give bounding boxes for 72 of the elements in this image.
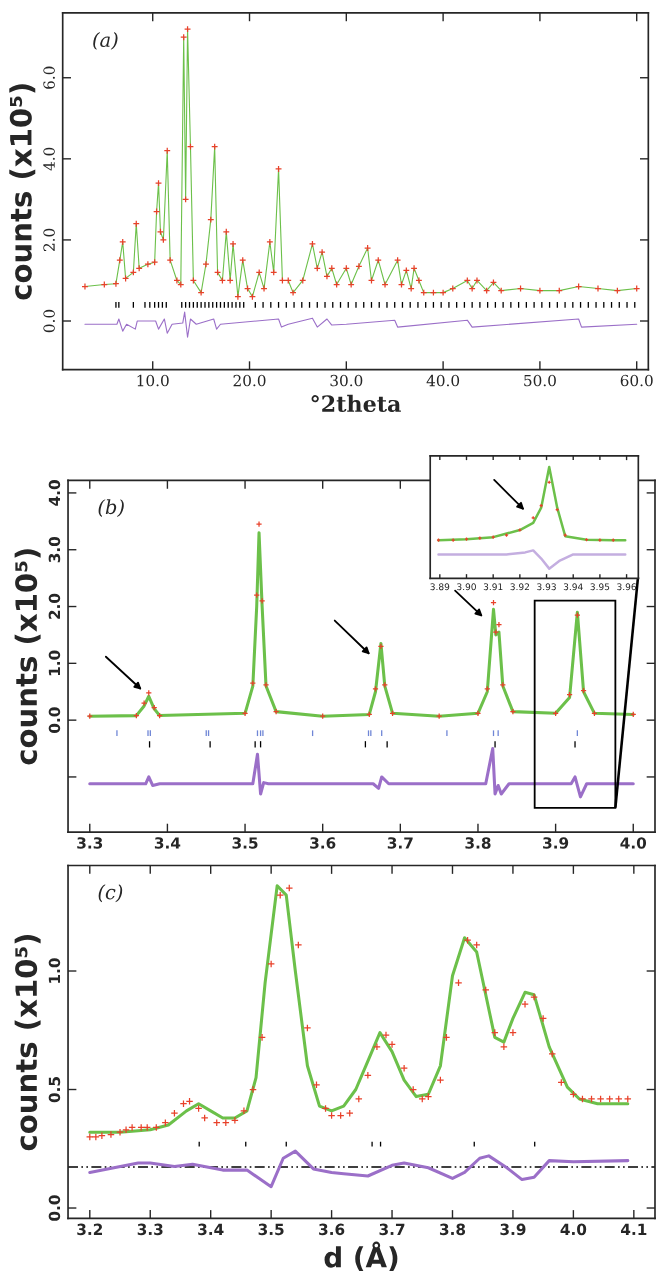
y-tick-label: 1.0 (48, 650, 61, 676)
x-tick-label: 3.6 (319, 1223, 345, 1236)
x-tick-label: 3.3 (137, 1223, 163, 1236)
line-series (84, 311, 638, 338)
x-tick-label: 3.6 (310, 837, 336, 849)
annotation: (c) (98, 884, 123, 903)
x-tick-label: 3.3 (77, 837, 103, 849)
x-tick-label: 4.1 (620, 1223, 647, 1235)
x-tick-label: 3.5 (232, 837, 258, 849)
y-tick-label: 4.0 (48, 480, 61, 506)
annotation: (b) (98, 499, 124, 517)
x-tick-label: 3.90 (457, 583, 476, 591)
annotation: (a) (93, 32, 118, 50)
y-tick-label: 2.0 (48, 593, 61, 619)
point (495, 621, 503, 628)
x-axis-title: °2theta (311, 394, 401, 413)
y-axis-title: counts (x10⁵) (9, 84, 36, 300)
point (517, 527, 523, 533)
x-tick-label: 3.96 (617, 583, 637, 591)
point (372, 685, 379, 693)
point (255, 520, 263, 528)
point (241, 710, 249, 717)
x-tick-label: 30.0 (330, 374, 363, 387)
y-axis-title: counts (x10⁵) (14, 549, 41, 765)
x-tick-label: 3.5 (258, 1223, 284, 1236)
x-tick-label: 3.4 (154, 837, 181, 849)
x-tick-label: 3.8 (439, 1223, 466, 1236)
line-series (88, 747, 635, 799)
x-tick-label: 3.2 (77, 1223, 102, 1236)
y-tick-label: 2.0 (43, 228, 55, 252)
x-tick-label: 3.92 (510, 583, 530, 591)
point (484, 685, 491, 693)
y-tick-label: 0.0 (43, 309, 55, 333)
x-tick-label: 40.0 (426, 374, 460, 387)
x-tick-label: 3.91 (483, 583, 503, 591)
y-tick-label: 4.0 (43, 147, 55, 171)
y-tick-label: 6.0 (43, 66, 55, 89)
point (499, 681, 507, 689)
point (145, 689, 153, 697)
x-axis-title: d (Å) (324, 1241, 398, 1271)
x-tick-label: 3.4 (198, 1223, 224, 1236)
x-tick-label: 3.9 (500, 1223, 526, 1236)
point (272, 708, 280, 715)
point (509, 708, 517, 715)
x-tick-label: 3.94 (563, 583, 583, 591)
x-tick-label: 20.0 (233, 374, 266, 387)
x-tick-label: 60.0 (620, 374, 653, 387)
x-tick-label: 3.7 (379, 1223, 405, 1236)
x-tick-label: 50.0 (524, 374, 556, 387)
x-tick-label: 3.95 (590, 583, 610, 591)
y-tick-label: 0.5 (48, 1077, 61, 1103)
x-tick-label: 4.0 (560, 1223, 587, 1236)
x-tick-label: 3.9 (543, 837, 569, 849)
point (492, 628, 500, 636)
y-tick-label: 1.0 (48, 958, 61, 983)
point (474, 710, 482, 717)
y-tick-label: 0.0 (48, 1195, 61, 1221)
x-tick-label: 10.0 (137, 374, 169, 387)
point (377, 643, 385, 650)
point (262, 681, 270, 689)
y-tick-label: 0.0 (48, 707, 61, 733)
x-tick-label: 3.7 (387, 837, 413, 849)
x-tick-label: 3.93 (537, 583, 556, 591)
y-tick-label: 3.0 (48, 536, 61, 563)
x-tick-label: 4.0 (620, 837, 647, 849)
x-tick-label: 3.89 (430, 583, 450, 591)
line-series (88, 1149, 630, 1189)
point (381, 681, 389, 689)
point (140, 699, 148, 707)
point (574, 611, 581, 619)
y-axis-title: counts (x10⁵) (14, 934, 41, 1151)
x-tick-label: 3.8 (465, 837, 491, 849)
